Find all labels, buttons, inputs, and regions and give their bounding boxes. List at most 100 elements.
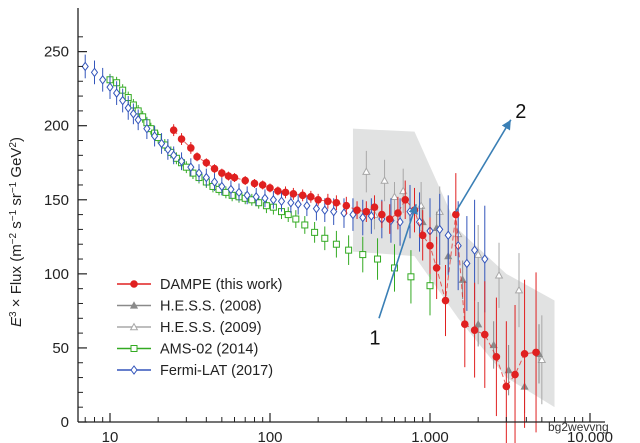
data-point-dampe-this-work-8 (230, 173, 239, 182)
annotation-arrow-1 (378, 203, 418, 319)
data-point-dampe-this-work-18 (314, 195, 322, 204)
legend-marker-dampe-this-work (130, 280, 138, 288)
annotation-label-2: 2 (515, 101, 526, 123)
data-point-dampe-this-work-6 (218, 169, 226, 177)
data-point-ams-02-2014-26 (255, 199, 263, 207)
y-tick-label-3: 150 (44, 192, 69, 209)
data-point-fermi-lat-2017-17 (202, 172, 210, 183)
data-point-ams-02-2014-6 (139, 113, 147, 121)
data-point-ams-02-2014-38 (374, 255, 382, 263)
data-point-ams-02-2014-30 (284, 211, 292, 219)
data-point-dampe-this-work-10 (250, 179, 259, 188)
data-point-dampe-this-work-2 (187, 144, 195, 152)
data-point-h-e-s-s-2008-6 (504, 365, 513, 374)
annotation-arrow-2 (455, 119, 512, 213)
data-point-fermi-lat-2017-19 (218, 181, 226, 192)
data-point-h-e-s-s-2009-1 (380, 176, 389, 184)
annotation-label-1: 1 (369, 327, 380, 349)
data-point-fermi-lat-2017-25 (269, 194, 278, 205)
data-point-dampe-this-work-41 (520, 350, 529, 358)
data-series-layer (81, 54, 547, 443)
data-point-ams-02-2014-32 (301, 221, 309, 229)
legend-marker-h-e-s-s-2009 (129, 322, 139, 331)
data-point-dampe-this-work-26 (385, 215, 394, 223)
legend-label-dampe-this-work: DAMPE (this work) (160, 277, 282, 293)
data-point-fermi-lat-2017-48 (481, 254, 489, 264)
data-point-fermi-lat-2017-47 (470, 245, 479, 255)
data-point-ams-02-2014-33 (311, 228, 319, 236)
data-point-dampe-this-work-27 (394, 209, 402, 217)
data-point-h-e-s-s-2009-0 (362, 167, 371, 175)
data-point-ams-02-2014-35 (332, 240, 340, 248)
x-tick-label-2: 1.000 (411, 429, 449, 443)
legend: DAMPE (this work) H.E.S.S. (2008) H.E.S.S.… (117, 277, 282, 379)
data-point-dampe-this-work-40 (511, 370, 519, 379)
data-point-dampe-this-work-23 (362, 207, 371, 216)
data-point-fermi-lat-2017-13 (170, 150, 178, 161)
data-point-dampe-this-work-25 (378, 210, 386, 219)
data-point-fermi-lat-2017-11 (157, 138, 166, 149)
data-point-fermi-lat-2017-32 (330, 206, 338, 217)
data-point-dampe-this-work-36 (470, 326, 479, 334)
y-tick-label-0: 0 (61, 414, 69, 431)
data-point-dampe-this-work-39 (502, 382, 511, 391)
data-point-fermi-lat-2017-9 (143, 123, 151, 134)
data-point-dampe-this-work-20 (332, 198, 341, 207)
legend-item-dampe-this-work: DAMPE (this work) (117, 277, 282, 293)
data-point-h-e-s-s-2009-7 (494, 270, 504, 279)
data-point-fermi-lat-2017-12 (164, 144, 172, 155)
legend-label-ams-02-2014: AMS-02 (2014) (160, 342, 258, 358)
series-dampe-this-work (169, 124, 540, 443)
data-point-fermi-lat-2017-4 (112, 88, 121, 98)
data-point-fermi-lat-2017-44 (444, 230, 452, 241)
legend-marker-fermi-lat-2017 (130, 365, 138, 375)
data-point-dampe-this-work-17 (307, 193, 315, 201)
data-point-dampe-this-work-37 (480, 330, 489, 339)
data-point-fermi-lat-2017-31 (321, 205, 329, 215)
data-point-fermi-lat-2017-35 (359, 212, 367, 223)
data-point-dampe-this-work-42 (532, 348, 540, 357)
watermark: bg2wevvng (548, 420, 609, 434)
data-point-dampe-this-work-15 (289, 190, 298, 198)
data-point-fermi-lat-2017-0 (81, 61, 89, 72)
data-point-fermi-lat-2017-5 (119, 95, 127, 106)
data-point-fermi-lat-2017-3 (106, 82, 114, 93)
data-point-ams-02-2014-41 (426, 282, 434, 290)
x-tick-label-3: 10.000 (567, 429, 613, 443)
legend-item-fermi-lat-2017: Fermi-LAT (2017) (117, 363, 273, 379)
data-point-fermi-lat-2017-6 (124, 103, 132, 113)
data-point-h-e-s-s-2008-5 (489, 340, 498, 349)
data-point-dampe-this-work-31 (426, 241, 434, 250)
legend-item-h-e-s-s-2009: H.E.S.S. (2009) (117, 320, 262, 336)
data-point-dampe-this-work-16 (298, 191, 307, 200)
data-point-dampe-this-work-30 (418, 231, 427, 240)
x-tick-label-1: 100 (257, 429, 282, 443)
data-point-fermi-lat-2017-8 (134, 114, 142, 125)
data-point-dampe-this-work-7 (224, 172, 233, 180)
data-point-dampe-this-work-32 (432, 264, 441, 272)
data-point-dampe-this-work-21 (342, 201, 351, 210)
data-point-dampe-this-work-22 (353, 206, 361, 214)
data-point-dampe-this-work-3 (193, 153, 201, 161)
data-point-dampe-this-work-14 (281, 188, 290, 197)
data-point-dampe-this-work-38 (492, 353, 501, 361)
data-point-fermi-lat-2017-15 (187, 162, 195, 173)
data-point-dampe-this-work-13 (274, 187, 282, 195)
data-point-fermi-lat-2017-26 (277, 196, 286, 207)
data-point-fermi-lat-2017-30 (312, 203, 321, 214)
y-tick-label-1: 50 (52, 340, 69, 357)
data-point-h-e-s-s-2009-11 (390, 192, 399, 201)
data-point-h-e-s-s-2008-4 (474, 319, 483, 328)
data-point-fermi-lat-2017-46 (463, 258, 471, 269)
data-point-fermi-lat-2017-28 (294, 199, 302, 210)
legend-item-h-e-s-s-2008: H.E.S.S. (2008) (117, 299, 262, 315)
legend-marker-ams-02-2014 (130, 345, 138, 352)
data-point-ams-02-2014-40 (407, 273, 415, 281)
data-point-fermi-lat-2017-23 (252, 191, 260, 202)
data-point-dampe-this-work-1 (177, 135, 186, 143)
data-point-fermi-lat-2017-22 (243, 190, 251, 201)
data-point-dampe-this-work-12 (266, 184, 274, 192)
data-point-dampe-this-work-11 (258, 181, 267, 189)
data-point-h-e-s-s-2009-6 (473, 250, 483, 258)
